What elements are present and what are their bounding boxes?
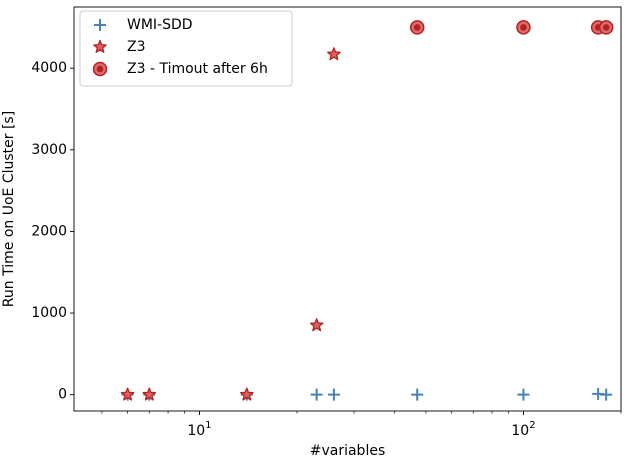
legend-label-z3: Z3 bbox=[127, 39, 146, 55]
data-point bbox=[309, 318, 324, 332]
data-point bbox=[120, 387, 135, 401]
data-point bbox=[409, 20, 425, 35]
marks-layer bbox=[120, 20, 614, 401]
x-tick-label: 101 bbox=[187, 420, 211, 439]
legend-marker-z3-timeout bbox=[92, 61, 108, 77]
y-axis-title: Run Time on UoE Cluster [s] bbox=[1, 111, 17, 307]
data-point bbox=[411, 388, 424, 401]
legend-marker-symbol bbox=[93, 39, 107, 53]
y-tick-label: 1000 bbox=[31, 305, 67, 321]
legend-label-wmi-sdd: WMI-SDD bbox=[127, 17, 193, 33]
axes-frame bbox=[73, 6, 622, 412]
legend-marker-z3 bbox=[93, 39, 107, 53]
legend-marker-symbol bbox=[92, 61, 108, 77]
data-point bbox=[598, 20, 614, 35]
data-point bbox=[239, 387, 254, 401]
legend-marker-symbol bbox=[94, 19, 106, 31]
data-point bbox=[327, 388, 340, 401]
y-tick-label: 4000 bbox=[31, 60, 67, 76]
data-point bbox=[142, 387, 157, 401]
y-tick-label: 2000 bbox=[31, 223, 67, 239]
data-point bbox=[516, 20, 531, 35]
data-point bbox=[327, 47, 341, 61]
y-tick-label: 0 bbox=[58, 387, 67, 403]
legend-label-z3-timeout: Z3 - Timout after 6h bbox=[127, 61, 268, 77]
legend-marker-wmi-sdd bbox=[94, 19, 106, 31]
x-tick-label: 102 bbox=[511, 420, 535, 439]
data-point bbox=[517, 388, 530, 401]
legend-frame bbox=[79, 10, 293, 87]
y-tick-label: 3000 bbox=[31, 142, 67, 158]
legend: WMI-SDD Z3 Z3 - Timout after 6h bbox=[79, 10, 293, 87]
data-point bbox=[310, 388, 323, 401]
x-axis-title: #variables bbox=[310, 443, 386, 459]
data-point bbox=[600, 388, 613, 401]
